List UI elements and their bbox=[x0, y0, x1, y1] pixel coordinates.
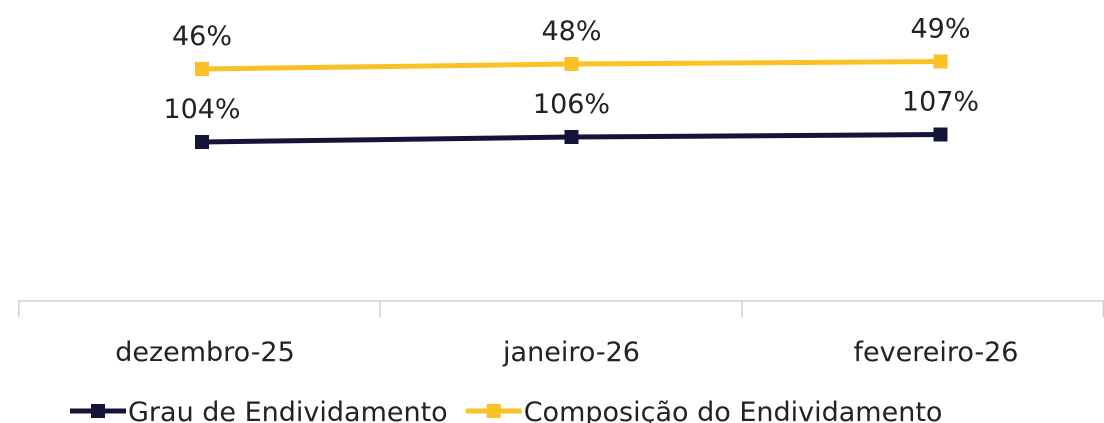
data-point-marker bbox=[933, 127, 948, 142]
data-label: 48% bbox=[541, 16, 601, 47]
data-point-marker bbox=[564, 130, 579, 144]
x-tick-label: dezembro-25 bbox=[115, 337, 295, 368]
legend-entry: Grau de Endividamento bbox=[70, 397, 448, 423]
legend-label: Composição do Endividamento bbox=[524, 397, 943, 423]
legend-marker-swatch bbox=[91, 404, 105, 418]
legend-entry: Composição do Endividamento bbox=[465, 397, 943, 423]
legend: Grau de Endividamento Composição do Endiv… bbox=[70, 397, 942, 423]
x-axis bbox=[18, 300, 1104, 317]
x-tick-label: janeiro-26 bbox=[502, 337, 640, 368]
data-label: 106% bbox=[533, 89, 610, 120]
data-label: 49% bbox=[910, 14, 970, 45]
data-point-marker bbox=[195, 62, 209, 76]
x-tick-label: fevereiro-26 bbox=[854, 337, 1019, 368]
data-labels: 104% 106% 107% 46% 48% 49% bbox=[163, 14, 979, 126]
data-label: 46% bbox=[172, 21, 232, 52]
x-tick-labels: dezembro-25 janeiro-26 fevereiro-26 bbox=[115, 337, 1018, 368]
legend-label: Grau de Endividamento bbox=[128, 397, 448, 423]
data-point-marker bbox=[933, 54, 948, 69]
data-point-marker bbox=[564, 57, 579, 71]
data-point-marker bbox=[195, 135, 209, 149]
series-layer bbox=[195, 54, 948, 149]
legend-marker-swatch bbox=[486, 404, 501, 418]
data-label: 104% bbox=[163, 94, 240, 125]
data-label: 107% bbox=[902, 87, 979, 118]
